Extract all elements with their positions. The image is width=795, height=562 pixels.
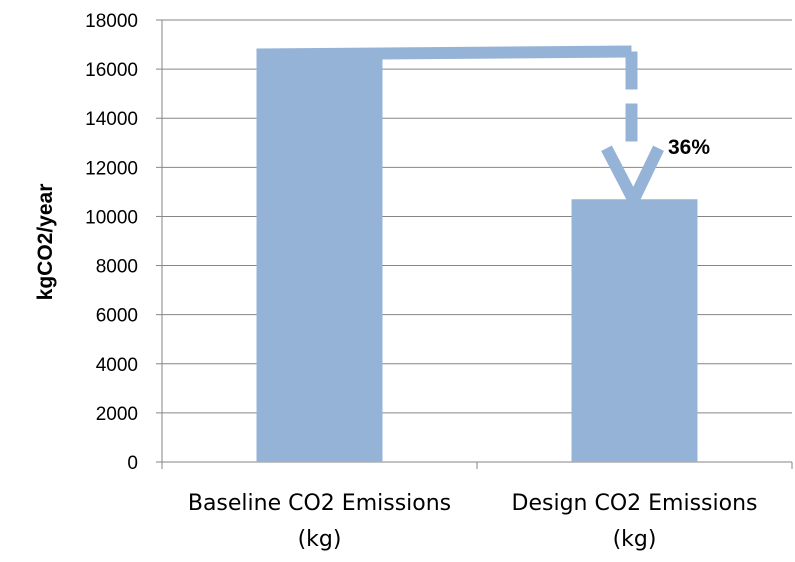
y-tick-labels: 0 2000 4000 6000 8000 10000 12000 14000 16000 180…: [85, 11, 138, 474]
bars: [256, 49, 698, 462]
y-tick-label: 12000: [85, 158, 138, 179]
arrow-head: [601, 145, 664, 214]
x-category-labels: Baseline CO2 Emissions (kg) Design CO2 Emi…: [188, 491, 758, 552]
annotation-label: 36%: [668, 136, 710, 159]
arrow-horizontal: [256, 45, 632, 61]
y-tick-label: 6000: [96, 306, 138, 327]
bar: [571, 199, 698, 462]
y-tick-label: 0: [127, 453, 138, 474]
y-tick-label: 16000: [85, 60, 138, 81]
y-tick-label: 4000: [96, 355, 138, 376]
y-tick-label: 8000: [96, 257, 138, 278]
y-tick-label: 14000: [85, 109, 138, 130]
annotation-arrow: [256, 45, 664, 214]
y-tick-label: 2000: [96, 404, 138, 425]
x-category-label: Design CO2 Emissions: [512, 491, 758, 516]
bar: [256, 49, 383, 462]
y-tick-label: 10000: [85, 207, 138, 228]
y-axis-label: kgCO2/year: [34, 184, 57, 301]
x-category-label: Baseline CO2 Emissions: [188, 491, 451, 516]
y-tick-label: 18000: [85, 11, 138, 32]
x-category-label: (kg): [613, 527, 657, 552]
x-category-label: (kg): [298, 527, 342, 552]
